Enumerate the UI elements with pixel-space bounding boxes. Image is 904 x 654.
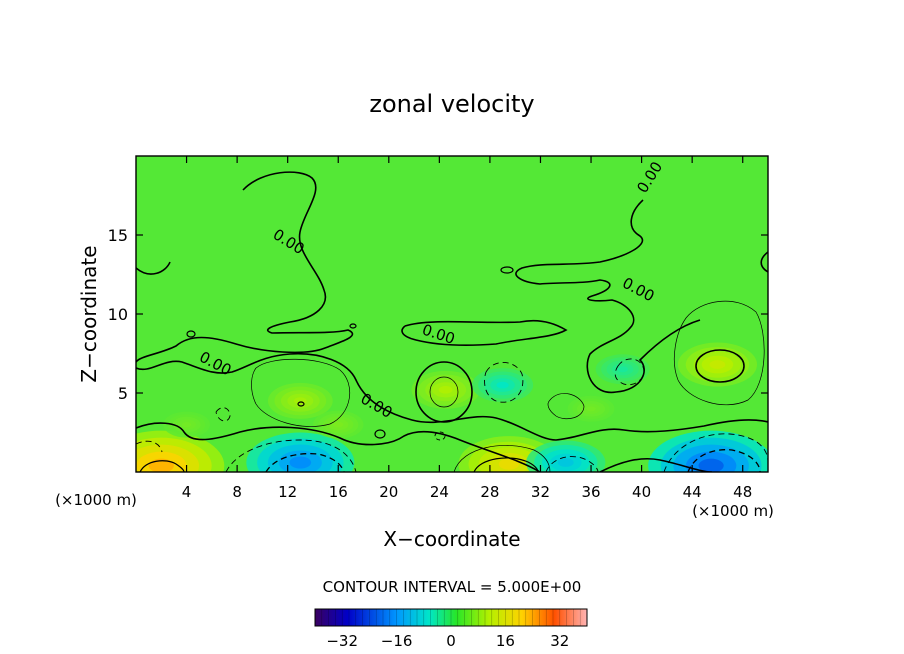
x-axis: 4 8 12 16 20 24 28 32 36 40 44 48 [182, 156, 752, 501]
x-tick-label: 4 [182, 483, 192, 501]
y-tick-label: 5 [118, 384, 128, 403]
contour-negative [265, 452, 345, 472]
colorbar-tick-label: 16 [496, 632, 515, 650]
contour-negative [663, 433, 768, 472]
contour-negative [215, 407, 231, 422]
x-tick-label: 48 [733, 483, 752, 501]
colorbar-stripes [314, 609, 588, 626]
zero-contour [136, 422, 541, 472]
contour-negative [687, 449, 761, 472]
contour-interval-label: CONTOUR INTERVAL = 5.000E+00 [323, 578, 582, 596]
field-cell [557, 458, 574, 467]
x-unit-right: (×1000 m) [692, 502, 774, 520]
colorbar-tick-label: −32 [326, 632, 358, 650]
zero-contour [401, 319, 568, 346]
contour-negative [434, 431, 446, 441]
field-cell [181, 422, 192, 428]
y-tick-label: 15 [108, 226, 128, 245]
zero-contour [515, 199, 701, 394]
zero-contour [374, 429, 386, 439]
x-tick-label: 36 [581, 483, 600, 501]
colorbar-tick-label: 0 [446, 632, 456, 650]
x-tick-label: 28 [480, 483, 499, 501]
x-tick-label: 20 [379, 483, 398, 501]
contour-positive [547, 393, 585, 420]
field-cell [333, 421, 344, 428]
colorbar-tick-label: 32 [550, 632, 569, 650]
zero-contour [349, 323, 357, 329]
x-tick-label: 32 [531, 483, 550, 501]
x-tick-label: 40 [632, 483, 651, 501]
zero-contour [415, 361, 473, 423]
field-cell [698, 458, 724, 472]
x-tick-label: 8 [232, 483, 242, 501]
contour-negative [484, 362, 524, 403]
x-unit-left: (×1000 m) [55, 491, 137, 509]
zero-contour [136, 261, 171, 275]
x-tick-label: 16 [329, 483, 348, 501]
x-axis-label: X−coordinate [383, 527, 520, 551]
contour-positive [139, 460, 185, 472]
contour-positive [473, 457, 539, 472]
x-tick-label: 24 [430, 483, 449, 501]
field-cell [617, 366, 629, 373]
contour-negative [614, 358, 645, 386]
zero-contour [136, 171, 354, 363]
zero-contour [500, 266, 514, 274]
field-cell [289, 456, 312, 469]
colorbar-ticks: −32 −16 0 16 32 [326, 632, 569, 650]
field-cell [586, 406, 596, 412]
colorbar-tick-label: −16 [381, 632, 413, 650]
colorbar: −32 −16 0 16 32 [314, 608, 588, 650]
x-tick-label: 44 [683, 483, 702, 501]
contour-negative [225, 439, 357, 472]
contour-positive [673, 300, 765, 406]
contour-positive [429, 376, 459, 408]
field-cell [709, 360, 726, 369]
chart-title: zonal velocity [369, 90, 534, 118]
field-cell [438, 386, 453, 394]
field-blobs [136, 342, 768, 472]
zero-contour [186, 330, 196, 338]
contour-negative [136, 440, 163, 453]
x-tick-label: 12 [278, 483, 297, 501]
zero-contour [599, 457, 713, 472]
contour-lines [136, 171, 768, 472]
field-cell [498, 458, 519, 470]
contour-negative [545, 456, 599, 472]
contour-positive [297, 401, 305, 407]
zero-contour [760, 251, 768, 273]
field-cell [293, 397, 307, 405]
y-axis-label: Z−coordinate [77, 245, 101, 382]
field-cell [496, 381, 509, 389]
contour-positive [453, 445, 551, 472]
plot-background [136, 156, 768, 472]
zero-contour [136, 352, 768, 441]
y-tick-label: 10 [108, 305, 128, 324]
contour-positive [695, 349, 745, 383]
contour-positive [251, 358, 351, 427]
y-axis: 5 10 15 [108, 226, 768, 403]
